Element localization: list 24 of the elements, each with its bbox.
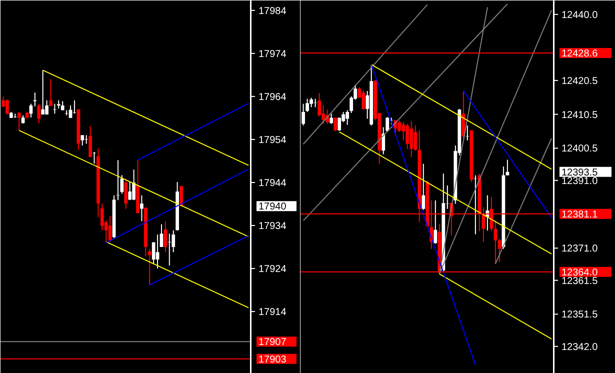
y-tick-label: 12440.0 <box>562 10 598 21</box>
y-tick-label: 17974 <box>258 48 287 60</box>
text: 17940 <box>258 202 287 213</box>
y-tick-label: 17954 <box>258 134 287 146</box>
y-tick-label: 12410.5 <box>562 110 598 121</box>
y-tick-label: 17984 <box>258 6 287 17</box>
y-tick-label: 12351.5 <box>562 310 598 321</box>
y-tick-label: 12371.0 <box>562 244 598 255</box>
y-tick-label: 17914 <box>258 307 287 318</box>
y-tick-label: 17934 <box>258 221 287 232</box>
ref-line-label: 12428.6 <box>562 48 598 60</box>
y-tick-label: 17944 <box>258 178 287 189</box>
y-tick-label: 12391.0 <box>562 176 598 187</box>
y-tick-label: 12420.5 <box>562 76 598 87</box>
ref-line-label: 12364.0 <box>562 267 598 278</box>
text: 12393.5 <box>562 167 598 178</box>
y-tick-label: 12400.5 <box>562 144 598 155</box>
ref-line-label: 17903 <box>258 354 287 366</box>
ref-line-label: 17907 <box>258 337 287 348</box>
y-tick-label: 17924 <box>258 264 287 276</box>
ref-line-label: 12381.1 <box>562 209 598 220</box>
y-tick-label: 12342.0 <box>562 342 598 353</box>
y-tick-label: 12361.5 <box>562 276 598 287</box>
y-tick-label: 17964 <box>258 92 287 103</box>
